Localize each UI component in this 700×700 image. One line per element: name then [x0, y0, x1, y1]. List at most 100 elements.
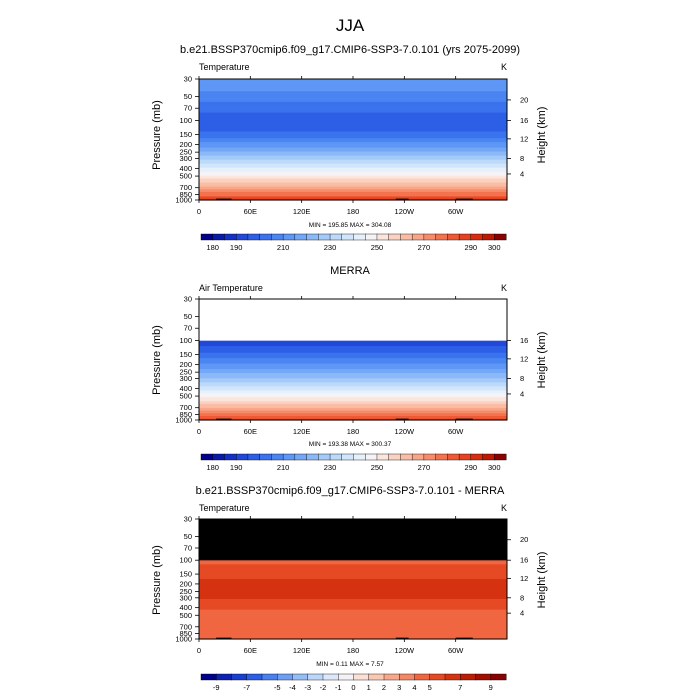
colorbar-swatch [423, 453, 437, 461]
contour-band [199, 552, 507, 555]
colorbar-swatch [282, 453, 296, 461]
contour-band [199, 600, 507, 603]
contour-band [199, 381, 507, 383]
contour-band [199, 572, 507, 575]
contour-band [199, 174, 507, 177]
contour-band [199, 299, 507, 301]
contour-band [199, 565, 507, 568]
contour-band [199, 96, 507, 99]
contour-band [199, 374, 507, 377]
contour-band [199, 107, 507, 110]
figure-title: JJA [336, 16, 365, 35]
contour-band [199, 529, 507, 532]
contour-band [199, 571, 507, 573]
contour-band [199, 351, 507, 354]
contour-band [199, 371, 507, 374]
colorbar-swatch [235, 233, 249, 241]
panel-3-title: b.e21.BSSP370cmip6.f09_g17.CMIP6-SSP3-7.… [196, 485, 505, 497]
contour-band [199, 395, 507, 398]
contour-band [199, 593, 507, 596]
y-tick-label: 200 [179, 579, 192, 588]
y-tick-label: 700 [179, 403, 192, 412]
contour-band [199, 576, 507, 579]
contour-band [199, 101, 507, 104]
contour-band [199, 165, 507, 167]
contour-band [199, 390, 507, 393]
colorbar-swatch [329, 453, 343, 461]
colorbar-swatch [292, 673, 309, 681]
contour-band [199, 527, 507, 529]
contour-band [199, 378, 507, 381]
x-tick-label: 60W [448, 427, 464, 436]
contour-band [199, 120, 507, 123]
y-tick-label: 30 [184, 295, 192, 304]
x-tick-label: 60W [448, 646, 464, 655]
contour-band [199, 539, 507, 541]
contour-band [199, 382, 507, 385]
panel-3-left-label: Temperature [199, 503, 250, 513]
colorbar-swatch [224, 233, 237, 241]
contour-band [199, 151, 507, 154]
contour-band [199, 327, 507, 330]
contour-band [199, 92, 507, 95]
contour-band [199, 621, 507, 624]
contour-band [199, 103, 507, 106]
topography [455, 637, 473, 639]
contour-band [199, 163, 507, 166]
contour-band [199, 301, 507, 304]
contour-band [199, 132, 507, 135]
contour-band [199, 389, 507, 392]
contour-band [199, 397, 507, 400]
contour-band [199, 577, 507, 580]
right-tick-label: 16 [520, 556, 528, 565]
contour-band [199, 315, 507, 318]
contour-band [199, 344, 507, 347]
contour-band [199, 312, 507, 315]
y-tick-label: 150 [179, 350, 192, 359]
contour-band [199, 375, 507, 378]
contour-band [199, 308, 507, 311]
contour-band [199, 130, 507, 133]
colorbar-swatch [447, 453, 460, 461]
contour-band [199, 159, 507, 162]
colorbar-swatch [306, 233, 319, 241]
contour-band [199, 177, 507, 180]
colorbar-label: -5 [274, 683, 281, 692]
contour-band [199, 583, 507, 585]
colorbar-swatch [368, 673, 385, 681]
colorbar-swatch [246, 673, 263, 681]
colorbar-swatch [376, 453, 390, 461]
contour-band [199, 155, 507, 158]
contour-band [199, 393, 507, 396]
contour-band [199, 398, 507, 401]
colorbar-swatch [353, 673, 370, 681]
contour-band [199, 544, 507, 547]
y-tick-label: 500 [179, 172, 192, 181]
contour-band [199, 564, 507, 567]
contour-band [199, 521, 507, 524]
contour-band [199, 175, 507, 178]
colorbar-swatch [200, 233, 214, 241]
contour-band [199, 194, 507, 197]
contour-band [199, 173, 507, 176]
colorbar-swatch [338, 673, 355, 681]
contour-band [199, 406, 507, 409]
contour-band [199, 595, 507, 597]
x-tick-label: 180 [347, 646, 360, 655]
contour-band [199, 631, 507, 633]
y-tick-label: 150 [179, 130, 192, 139]
contour-band [199, 589, 507, 592]
contour-band [199, 532, 507, 535]
contour-band [199, 169, 507, 172]
contour-band [199, 126, 507, 128]
contour-band [199, 193, 507, 196]
contour-band [199, 559, 507, 561]
contour-band [199, 104, 507, 107]
right-tick-label: 8 [520, 154, 524, 163]
contour-band [199, 385, 507, 387]
y-tick-label: 50 [184, 312, 192, 321]
contour-band [199, 191, 507, 194]
contour-band [199, 411, 507, 414]
